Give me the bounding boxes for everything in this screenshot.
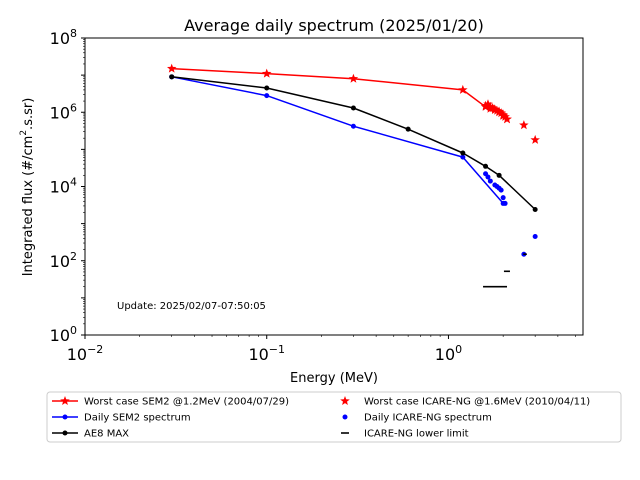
data-point	[487, 178, 493, 184]
legend-entry: Daily ICARE-NG spectrum	[342, 413, 492, 424]
legend-entry: Daily SEM2 spectrum	[52, 413, 191, 424]
data-point	[485, 174, 491, 180]
data-point	[502, 114, 512, 124]
series-layer	[167, 63, 540, 288]
data-point	[460, 154, 466, 160]
data-point	[519, 120, 529, 130]
y-tick-label: 104	[50, 176, 77, 197]
data-point	[460, 150, 466, 156]
x-tick-label: 100	[435, 343, 462, 364]
data-point	[480, 100, 491, 110]
data-point	[502, 200, 508, 206]
data-point	[348, 73, 359, 83]
data-point	[494, 106, 504, 116]
data-point	[264, 93, 270, 99]
data-point	[490, 104, 500, 114]
legend-entry: ICARE-NG lower limit	[341, 429, 469, 440]
update-annotation: Update: 2025/02/07-07:50:05	[117, 301, 266, 312]
ticks-layer: 10−2 10−1 100 100 102 104 106 108	[50, 27, 576, 364]
chart-title: Average daily spectrum (2025/01/20)	[184, 16, 484, 35]
y-axis-label-main: Integrated flux (#/cm	[21, 136, 36, 277]
data-point	[496, 172, 502, 178]
legend-label: Worst case ICARE-NG @1.6MeV (2010/04/11)	[364, 397, 590, 408]
x-tick-label: 10−2	[67, 343, 104, 364]
legend-entry: AE8 MAX	[52, 429, 129, 440]
legend-label: Worst case SEM2 @1.2MeV (2004/07/29)	[84, 397, 289, 408]
data-point	[498, 187, 504, 193]
legend-label: ICARE-NG lower limit	[364, 429, 469, 440]
data-point	[167, 63, 177, 73]
legend-marker	[340, 396, 350, 405]
y-tick-label: 106	[50, 101, 77, 122]
y-axis-label-rest: .s.sr)	[21, 98, 36, 130]
data-point	[483, 99, 493, 109]
data-point	[500, 111, 510, 121]
series-3	[480, 99, 540, 144]
legend-frame	[46, 391, 622, 443]
data-point	[487, 103, 498, 113]
legend-label: Daily SEM2 spectrum	[84, 413, 191, 424]
data-point	[458, 84, 468, 94]
data-point	[485, 101, 496, 111]
data-point	[498, 109, 508, 119]
legend-marker	[342, 414, 348, 420]
data-point	[405, 126, 411, 132]
data-point	[532, 207, 538, 213]
series-1	[169, 74, 506, 206]
data-point	[350, 105, 356, 111]
data-point	[483, 163, 489, 169]
legend: Worst case SEM2 @1.2MeV (2004/07/29) Wors…	[46, 391, 622, 443]
x-axis-label: Energy (MeV)	[290, 371, 378, 386]
legend-label: Daily ICARE-NG spectrum	[364, 413, 492, 424]
data-point	[169, 74, 175, 80]
legend-label: AE8 MAX	[84, 429, 129, 440]
y-tick-label: 102	[50, 250, 77, 271]
legend-marker	[60, 396, 70, 405]
data-point	[350, 123, 356, 129]
y-axis-label: Integrated flux (#/cm2.s.sr)	[19, 98, 36, 277]
data-point	[262, 68, 272, 78]
data-point	[264, 85, 270, 91]
y-tick-label: 108	[50, 27, 77, 48]
legend-entry: Worst case SEM2 @1.2MeV (2004/07/29)	[52, 396, 289, 408]
y-axis-label-superscript: 2	[19, 130, 29, 136]
data-point	[496, 108, 506, 118]
series-line	[171, 76, 536, 211]
y-tick-label: 100	[50, 324, 77, 345]
data-point	[532, 233, 538, 239]
x-tick-label: 10−1	[248, 343, 285, 364]
series-2	[169, 74, 538, 213]
legend-entry: Worst case ICARE-NG @1.6MeV (2010/04/11)	[340, 396, 590, 408]
plot-area: 10−2 10−1 100 100 102 104 106 108	[50, 27, 584, 364]
series-5	[483, 253, 527, 288]
data-point	[500, 195, 506, 201]
legend-marker	[62, 414, 68, 420]
data-point	[530, 134, 540, 144]
legend-marker	[62, 430, 68, 436]
